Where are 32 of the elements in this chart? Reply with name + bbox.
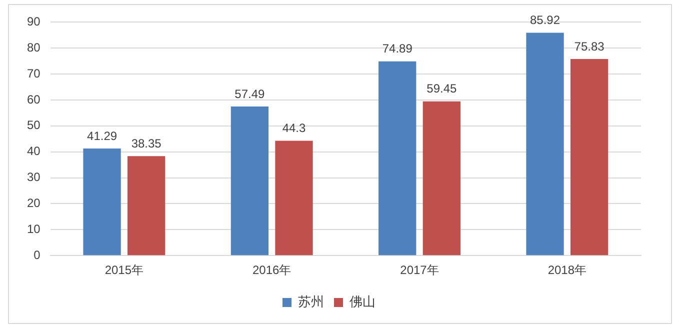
data-label: 41.29	[87, 128, 118, 143]
y-tick-label: 10	[26, 222, 41, 236]
bar	[570, 58, 608, 256]
y-tick-label: 50	[26, 118, 41, 132]
x-tick-label: 2015年	[104, 263, 144, 278]
y-tick-label: 90	[26, 14, 41, 29]
bar	[128, 156, 166, 256]
x-tick-label: 2018年	[548, 263, 587, 278]
y-tick-label: 40	[26, 144, 41, 158]
data-label: 75.83	[574, 39, 605, 54]
y-tick-label: 30	[26, 170, 41, 184]
data-label: 44.3	[282, 121, 306, 136]
data-label: 57.49	[234, 86, 266, 101]
data-label: 59.45	[426, 82, 457, 96]
bar	[275, 140, 313, 256]
y-tick-label: 60	[26, 92, 41, 106]
x-tick-label: 2016年	[252, 263, 292, 278]
bar	[83, 148, 121, 256]
x-tick-label: 2017年	[400, 263, 439, 278]
bar	[526, 32, 564, 256]
data-label: 38.35	[131, 136, 162, 150]
bar	[230, 106, 269, 256]
bar	[378, 61, 416, 256]
y-tick-label: 20	[26, 196, 41, 210]
data-label: 74.89	[382, 42, 413, 56]
y-tick-label: 0	[34, 248, 41, 262]
data-label: 85.92	[530, 13, 560, 28]
bar	[422, 101, 460, 256]
legend-label: 苏州	[298, 294, 324, 310]
legend-label: 佛山	[350, 294, 376, 310]
y-tick-label: 70	[26, 66, 41, 80]
y-tick-label: 80	[26, 40, 41, 54]
